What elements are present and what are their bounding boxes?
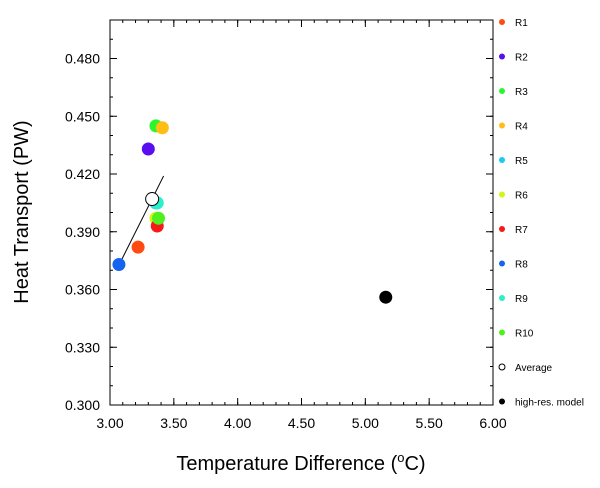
legend-marker-high-res-model bbox=[499, 398, 505, 405]
y-tick-label: 0.480 bbox=[65, 51, 100, 67]
legend-marker-r7 bbox=[499, 226, 505, 232]
x-tick-label: 6.00 bbox=[479, 415, 506, 431]
legend-label-r3: R3 bbox=[515, 87, 528, 98]
legend-label-r4: R4 bbox=[515, 122, 528, 133]
legend-marker-r3 bbox=[499, 88, 505, 94]
legend-marker-average bbox=[498, 363, 506, 371]
legend-label-r5: R5 bbox=[515, 156, 528, 167]
x-tick-label: 4.50 bbox=[288, 415, 315, 431]
legend-label-r9: R9 bbox=[515, 294, 528, 305]
y-tick-label: 0.420 bbox=[65, 166, 100, 182]
legend-label-average: Average bbox=[515, 363, 553, 374]
point-r1 bbox=[131, 240, 145, 254]
legend-label-r8: R8 bbox=[515, 260, 528, 271]
legend: R1 R2 R3 R4 R5 R6 R7 R8 R9 R10 Average high-res. mo… bbox=[498, 18, 584, 409]
legend-label-r1: R1 bbox=[515, 18, 528, 29]
legend-marker-r4 bbox=[499, 122, 505, 129]
legend-label-r7: R7 bbox=[515, 225, 528, 236]
legend-marker-r8 bbox=[499, 260, 505, 267]
y-axis: 0.300 0.330 0.360 0.390 0.420 0.450 0.480 bbox=[65, 19, 493, 413]
y-axis-title: Heat Transport (PW) bbox=[11, 120, 33, 303]
regression-line bbox=[119, 175, 165, 263]
point-r4 bbox=[155, 121, 169, 135]
legend-marker-r5 bbox=[499, 157, 505, 163]
y-tick-label: 0.300 bbox=[65, 397, 100, 413]
plot-frame bbox=[109, 19, 494, 406]
point-r2 bbox=[141, 142, 155, 156]
x-axis: 3.00 3.50 4.00 4.50 5.00 5.50 6.00 bbox=[96, 20, 507, 431]
legend-label-high-res-model: high-res. model bbox=[515, 398, 584, 409]
legend-marker-r9 bbox=[499, 295, 505, 301]
legend-marker-r2 bbox=[499, 53, 505, 60]
x-axis-title: Temperature Difference (oC) bbox=[176, 450, 425, 475]
y-tick-label: 0.360 bbox=[65, 282, 100, 298]
x-tick-label: 3.50 bbox=[160, 415, 187, 431]
legend-label-r6: R6 bbox=[515, 191, 528, 202]
y-tick-label: 0.390 bbox=[65, 224, 100, 240]
x-tick-label: 5.50 bbox=[416, 415, 443, 431]
legend-marker-r1 bbox=[499, 19, 505, 25]
point-high-res-model bbox=[379, 290, 393, 304]
point-r8 bbox=[112, 257, 126, 271]
x-tick-label: 4.00 bbox=[224, 415, 251, 431]
x-tick-label: 3.00 bbox=[96, 415, 123, 431]
legend-marker-r10 bbox=[499, 329, 505, 336]
y-tick-label: 0.450 bbox=[65, 108, 100, 124]
data-points bbox=[112, 119, 393, 304]
legend-marker-r6 bbox=[499, 191, 505, 198]
point-average bbox=[145, 192, 160, 207]
y-tick-label: 0.330 bbox=[65, 339, 100, 355]
legend-label-r10: R10 bbox=[515, 329, 534, 340]
x-tick-label: 5.00 bbox=[352, 415, 379, 431]
legend-label-r2: R2 bbox=[515, 53, 528, 64]
point-r10 bbox=[152, 211, 166, 225]
